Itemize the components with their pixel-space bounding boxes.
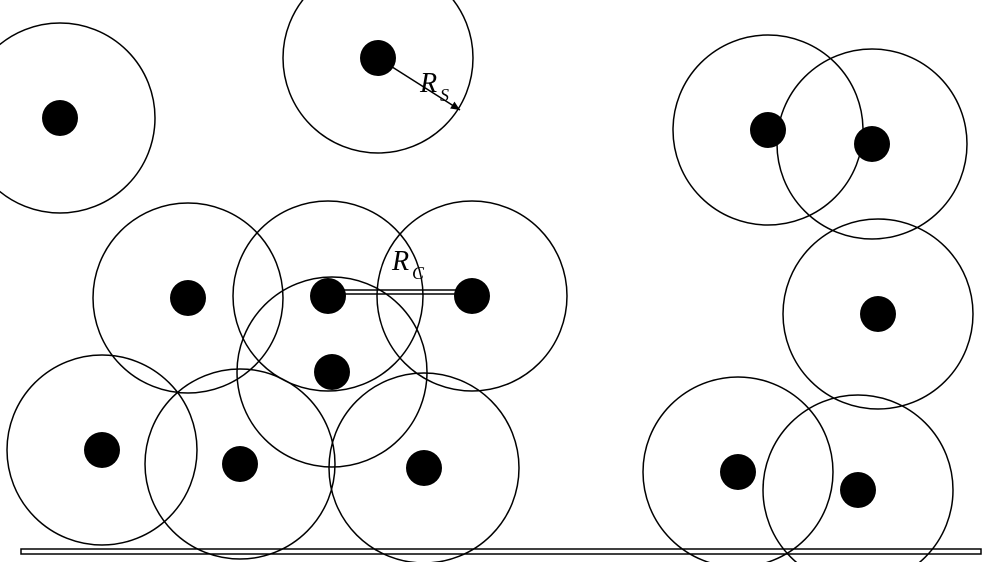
sensor-coverage-diagram: RSRC: [0, 0, 1000, 562]
sensor-node: [170, 280, 206, 316]
sensor-node: [222, 446, 258, 482]
label-subscript: C: [412, 263, 425, 283]
label-subscript: S: [440, 85, 449, 105]
sensor-node: [860, 296, 896, 332]
sensor-node: [42, 100, 78, 136]
sensor-node: [840, 472, 876, 508]
label-main: R: [391, 246, 409, 277]
sensor-node: [406, 450, 442, 486]
sensor-node: [720, 454, 756, 490]
sensor-node: [750, 112, 786, 148]
sensor-node: [84, 432, 120, 468]
sensor-node: [854, 126, 890, 162]
label-main: R: [419, 68, 437, 99]
sensor-node: [314, 354, 350, 390]
